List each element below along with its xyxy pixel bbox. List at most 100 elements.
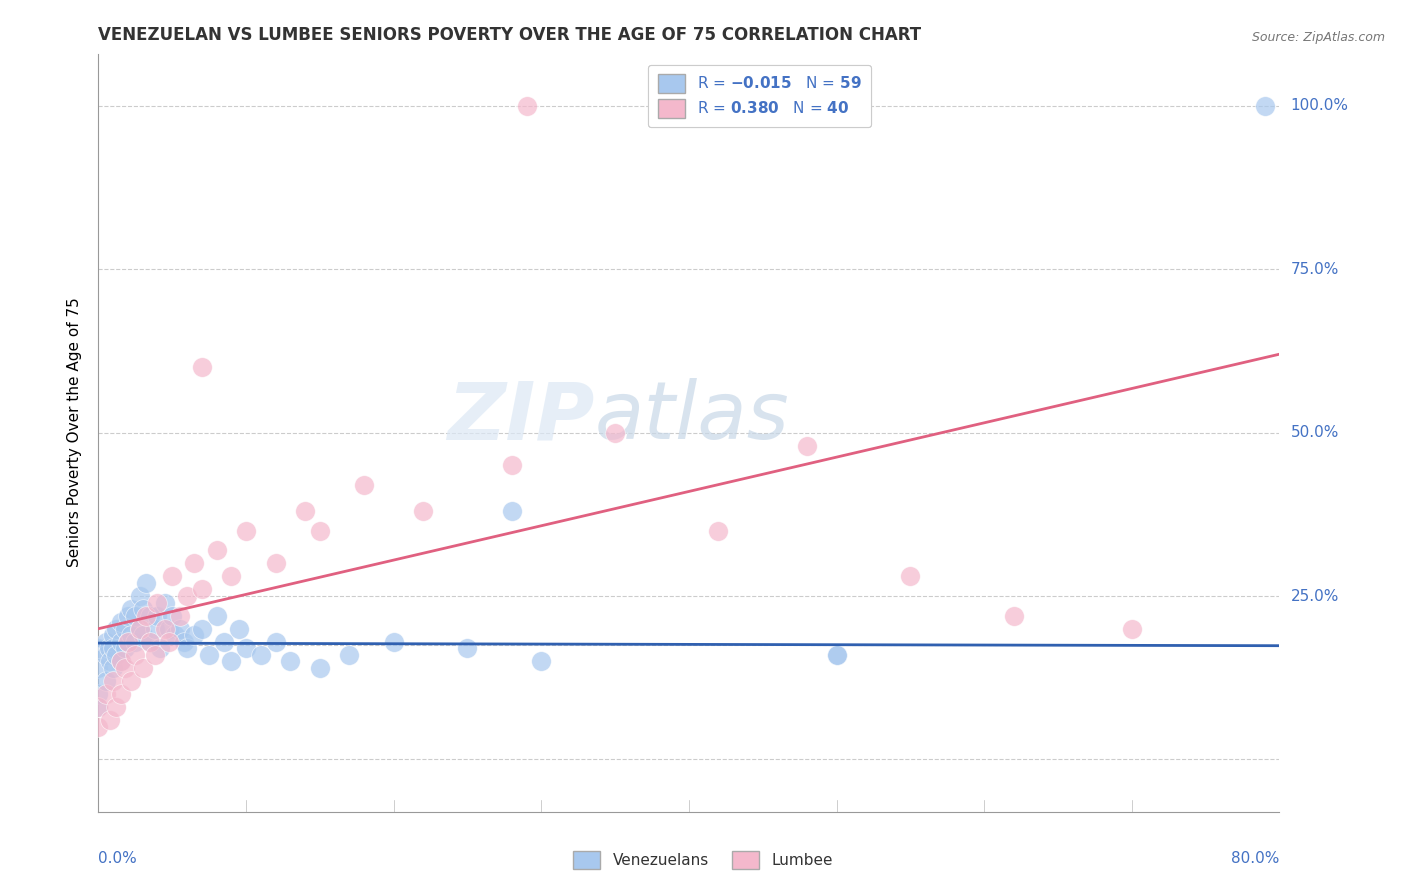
Point [103,673,125,688]
Point [198,648,221,662]
Point [114,641,136,656]
Point [153,622,176,636]
Point [128,589,150,603]
Point [153,596,176,610]
Point [221,654,243,668]
Point [176,589,198,603]
Point [205,608,228,623]
Point [235,641,257,656]
Point [457,641,479,656]
Point [120,628,142,642]
Point [94,687,117,701]
Text: 75.0%: 75.0% [1291,261,1339,277]
Point [124,634,146,648]
Point [94,634,117,648]
Point [1254,99,1277,113]
Point [191,582,214,597]
Point [97,641,120,656]
Point [110,615,132,630]
Point [157,622,180,636]
Point [796,439,818,453]
Point [280,654,302,668]
Point [103,661,125,675]
Point [1002,608,1025,623]
Point [228,622,250,636]
Point [139,634,162,648]
Point [900,569,922,583]
Point [165,628,187,642]
Point [87,687,110,701]
Point [169,608,191,623]
Point [264,557,287,571]
Point [501,504,523,518]
Point [501,458,523,473]
Point [707,524,730,538]
Point [132,602,155,616]
Point [128,622,150,636]
Point [117,634,139,648]
Point [94,673,117,688]
Point [98,654,121,668]
Point [162,608,183,623]
Point [139,634,162,648]
Point [353,478,375,492]
Point [120,602,142,616]
Point [516,99,538,113]
Point [117,634,139,648]
Text: VENEZUELAN VS LUMBEE SENIORS POVERTY OVER THE AGE OF 75 CORRELATION CHART: VENEZUELAN VS LUMBEE SENIORS POVERTY OVE… [98,26,921,44]
Y-axis label: Seniors Poverty Over the Age of 75: Seniors Poverty Over the Age of 75 [67,298,83,567]
Point [264,634,287,648]
Point [294,504,316,518]
Point [825,648,848,662]
Point [143,622,166,636]
Point [98,713,121,727]
Point [605,425,627,440]
Legend: R = $\mathbf{-0.015}$   N = $\mathbf{59}$, R = $\mathbf{0.380}$   N = $\mathbf{4: R = $\mathbf{-0.015}$ N = $\mathbf{59}$,… [648,65,872,127]
Point [110,687,132,701]
Point [128,622,150,636]
Point [87,641,110,656]
Point [103,641,125,656]
Point [183,557,205,571]
Legend: Venezuelans, Lumbee: Venezuelans, Lumbee [567,845,839,875]
Point [105,622,128,636]
Point [139,608,162,623]
Point [124,648,146,662]
Point [87,700,110,714]
Point [87,700,110,714]
Point [114,622,136,636]
Point [191,360,214,375]
Point [382,634,405,648]
Point [146,596,169,610]
Point [135,608,157,623]
Point [105,648,128,662]
Point [149,641,172,656]
Point [250,648,273,662]
Text: 50.0%: 50.0% [1291,425,1339,440]
Text: Source: ZipAtlas.com: Source: ZipAtlas.com [1251,31,1385,45]
Point [120,673,142,688]
Point [176,641,198,656]
Point [157,634,180,648]
Text: 25.0%: 25.0% [1291,589,1339,604]
Point [103,628,125,642]
Point [173,634,195,648]
Point [1121,622,1143,636]
Point [135,576,157,591]
Point [339,648,361,662]
Point [205,543,228,558]
Point [309,524,332,538]
Point [530,654,553,668]
Text: ZIP: ZIP [447,378,595,457]
Point [110,634,132,648]
Point [191,622,214,636]
Point [132,628,155,642]
Point [412,504,434,518]
Point [825,648,848,662]
Text: 0.0%: 0.0% [98,851,138,866]
Point [110,654,132,668]
Text: 80.0%: 80.0% [1232,851,1279,866]
Point [114,661,136,675]
Point [143,648,166,662]
Point [110,654,132,668]
